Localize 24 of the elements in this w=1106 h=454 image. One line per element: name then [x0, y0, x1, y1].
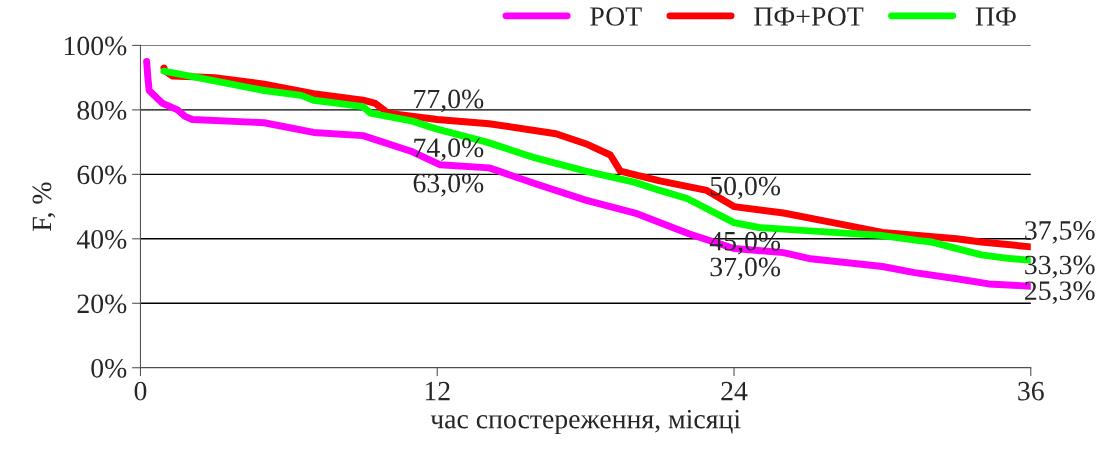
- annotation: 63,0%: [413, 173, 484, 197]
- annotation: 33,3%: [1025, 255, 1095, 279]
- y-tick-label: 100%: [64, 36, 127, 56]
- legend-label: ПФ+РОТ: [754, 7, 864, 26]
- annotation: 50,0%: [710, 176, 781, 200]
- y-tick-label: 0%: [91, 358, 127, 378]
- annotation: 37,5%: [1025, 221, 1095, 244]
- x-tick-label: 36: [1018, 381, 1044, 401]
- y-axis-title: F, %: [32, 182, 56, 231]
- annotation: 74,0%: [414, 138, 484, 162]
- x-tick-label: 12: [425, 381, 450, 401]
- y-tick-label: 20%: [77, 294, 127, 314]
- x-tick-label: 0: [134, 381, 147, 401]
- y-tick-label: 40%: [76, 229, 127, 249]
- annotation: 77,0%: [414, 89, 484, 113]
- annotation: 45,0%: [709, 231, 781, 255]
- legend-label: ПФ: [975, 7, 1016, 26]
- x-axis-title: час спостереження, місяці: [430, 409, 741, 435]
- annotation: 25,3%: [1025, 281, 1095, 305]
- legend-label: РОТ: [590, 7, 642, 26]
- y-tick-label: 80%: [77, 101, 127, 120]
- annotation: 37,0%: [710, 257, 781, 281]
- y-tick-label: 60%: [77, 165, 127, 185]
- x-tick-label: 24: [721, 381, 748, 401]
